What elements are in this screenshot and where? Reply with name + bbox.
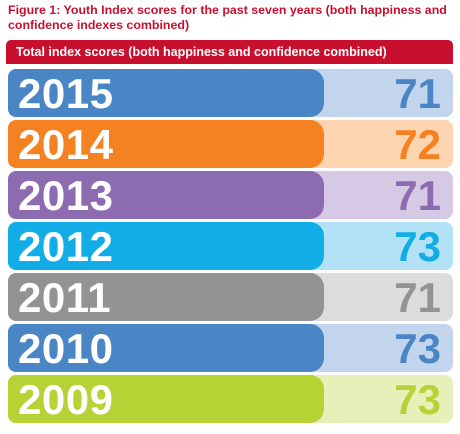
bar-row-2014: 2014 72 xyxy=(8,120,453,168)
bar-row-2012: 2012 73 xyxy=(8,222,453,270)
score-label-2012: 73 xyxy=(394,223,441,270)
score-label-2010: 73 xyxy=(394,325,441,372)
year-label-2011: 2011 xyxy=(18,274,112,321)
year-label-2012: 2012 xyxy=(18,223,114,270)
score-label-2011: 71 xyxy=(394,274,441,321)
bar-row-2015: 2015 71 xyxy=(8,69,453,117)
bar-2009: 2009 xyxy=(8,375,324,423)
year-label-2015: 2015 xyxy=(18,70,114,117)
year-label-2014: 2014 xyxy=(18,121,114,168)
figure-title: Figure 1: Youth Index scores for the pas… xyxy=(8,3,447,32)
year-label-2010: 2010 xyxy=(18,325,114,372)
bar-row-2011: 2011 71 xyxy=(8,273,453,321)
chart-header-bar: Total index scores (both happiness and c… xyxy=(6,40,453,64)
year-label-2009: 2009 xyxy=(18,376,114,423)
score-label-2015: 71 xyxy=(394,70,441,117)
bar-2015: 2015 xyxy=(8,69,324,117)
score-label-2013: 71 xyxy=(394,172,441,219)
bar-row-2013: 2013 71 xyxy=(8,171,453,219)
bar-2012: 2012 xyxy=(8,222,324,270)
bar-2013: 2013 xyxy=(8,171,324,219)
bar-row-2010: 2010 73 xyxy=(8,324,453,372)
score-label-2014: 72 xyxy=(394,121,441,168)
bar-row-2009: 2009 73 xyxy=(8,375,453,423)
score-label-2009: 73 xyxy=(394,376,441,423)
bar-2014: 2014 xyxy=(8,120,324,168)
year-label-2013: 2013 xyxy=(18,172,114,219)
bar-2010: 2010 xyxy=(8,324,324,372)
chart-header-label: Total index scores (both happiness and c… xyxy=(16,45,387,59)
bar-2011: 2011 xyxy=(8,273,324,321)
